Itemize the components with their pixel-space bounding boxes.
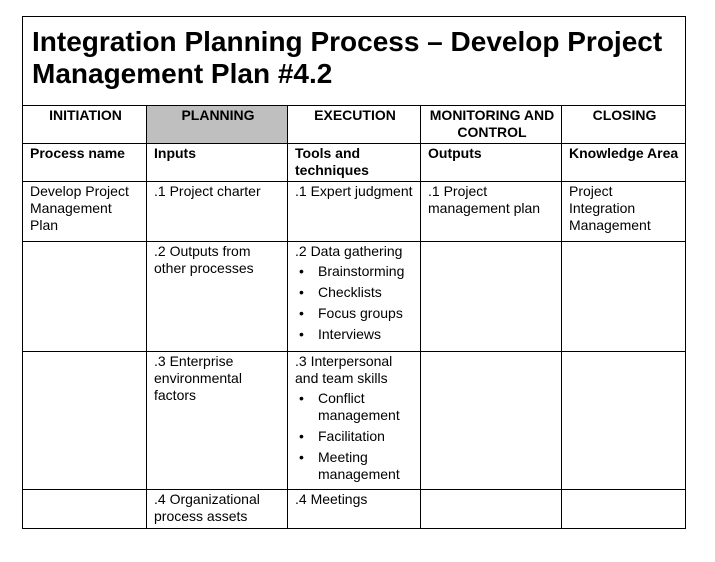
list-item: Focus groups [299, 305, 415, 322]
column-header-row: Process name Inputs Tools and techniques… [22, 143, 687, 182]
phase-monitoring-and-control: MONITORING AND CONTROL [420, 105, 562, 144]
tool-cell: .1 Expert judgment [287, 181, 421, 242]
output-cell [420, 351, 562, 490]
knowledge-area-cell: Project Integration Management [560, 181, 687, 242]
tool-label: .4 Meetings [295, 491, 368, 507]
list-item: Interviews [299, 326, 415, 343]
table-row: .2 Outputs from other processes .2 Data … [22, 241, 687, 352]
input-cell: .3 Enterprise environmental factors [146, 351, 288, 490]
table-row: Develop Project Management Plan .1 Proje… [22, 181, 687, 242]
column-header-tools: Tools and techniques [287, 143, 421, 182]
phase-initiation: INITIATION [22, 105, 147, 144]
technique-list: Conflict management Facilitation Meeting… [295, 390, 415, 483]
tool-label: .2 Data gathering [295, 243, 403, 259]
phase-closing: CLOSING [560, 105, 687, 144]
page-title: Integration Planning Process – Develop P… [21, 16, 687, 106]
knowledge-area-cell [560, 489, 687, 529]
technique-list: Brainstorming Checklists Focus groups In… [295, 263, 415, 343]
process-name-cell: Develop Project Management Plan [22, 181, 147, 242]
column-header-knowledge-area: Knowledge Area [560, 143, 687, 182]
phase-execution: EXECUTION [287, 105, 421, 144]
list-item: Conflict management [299, 390, 415, 424]
tool-cell: .2 Data gathering Brainstorming Checklis… [287, 241, 421, 352]
input-cell: .4 Organizational process assets [146, 489, 288, 529]
process-name-cell [22, 351, 147, 490]
phase-planning: PLANNING [146, 105, 288, 144]
column-header-outputs: Outputs [420, 143, 562, 182]
phase-row: INITIATION PLANNING EXECUTION MONITORING… [22, 105, 687, 144]
output-cell: .1 Project management plan [420, 181, 562, 242]
process-name-cell [22, 489, 147, 529]
process-table: Integration Planning Process – Develop P… [21, 16, 687, 529]
column-header-inputs: Inputs [146, 143, 288, 182]
knowledge-area-cell [560, 241, 687, 352]
list-item: Meeting management [299, 449, 415, 483]
list-item: Checklists [299, 284, 415, 301]
table-row: .3 Enterprise environmental factors .3 I… [22, 351, 687, 490]
process-name-cell [22, 241, 147, 352]
list-item: Facilitation [299, 428, 415, 445]
list-item: Brainstorming [299, 263, 415, 280]
process-document: Integration Planning Process – Develop P… [21, 16, 687, 529]
tool-cell: .4 Meetings [287, 489, 421, 529]
tool-label: .1 Expert judgment [295, 183, 413, 199]
input-cell: .2 Outputs from other processes [146, 241, 288, 352]
output-cell [420, 241, 562, 352]
tool-label: .3 Interpersonal and team skills [295, 353, 393, 386]
output-cell [420, 489, 562, 529]
input-cell: .1 Project charter [146, 181, 288, 242]
tool-cell: .3 Interpersonal and team skills Conflic… [287, 351, 421, 490]
knowledge-area-cell [560, 351, 687, 490]
column-header-process-name: Process name [22, 143, 147, 182]
table-row: .4 Organizational process assets .4 Meet… [22, 489, 687, 529]
